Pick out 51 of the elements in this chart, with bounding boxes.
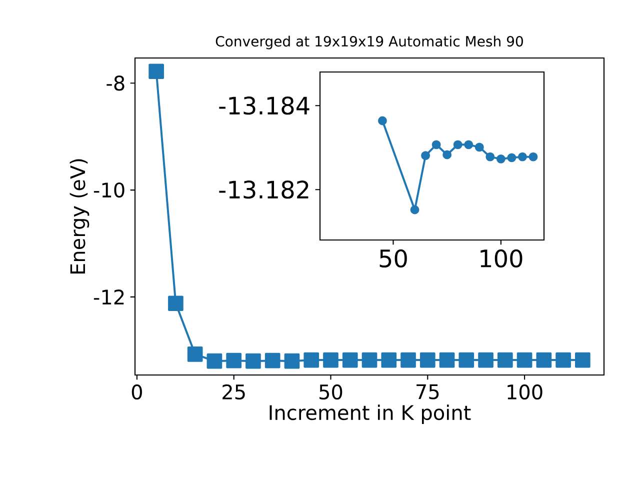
y-tick-label: -8 [106,76,124,91]
point [342,352,358,368]
y-tick-label: -13.184 [219,96,310,115]
point [575,352,590,368]
point [206,353,222,369]
point [439,352,455,368]
point [187,346,203,362]
point [464,140,474,150]
point [474,142,484,152]
point [226,352,242,368]
point [496,154,506,164]
point [536,352,552,368]
point [478,352,494,368]
x-tick-label: 0 [132,384,142,400]
point [323,352,338,368]
point [362,352,378,368]
point [410,205,420,214]
point [148,64,164,80]
x-tick-label: 25 [222,384,245,400]
point [486,152,495,162]
x-tick-label: 50 [380,249,407,268]
y-tick-label: -12 [94,290,124,304]
point [421,151,430,160]
point [304,352,320,368]
point [432,140,441,150]
point [516,352,532,368]
point [518,152,527,162]
point [246,353,261,369]
point [507,153,516,162]
point [453,140,462,150]
point [381,352,397,368]
point [284,353,300,369]
point [556,352,571,368]
point [497,352,513,368]
y-tick-label: -10 [94,182,124,198]
chart-title: Converged at 19x19x19 Automatic Mesh 90 [216,36,523,50]
y-axis-title: Energy (eV) [70,159,90,274]
x-axis-title: Increment in K point [270,404,471,424]
point [264,352,280,368]
y-tick-label: -13.182 [219,180,308,199]
point [420,352,436,368]
x-tick-label: 100 [480,249,522,268]
point [442,150,452,160]
point [458,352,474,368]
x-tick-label: 75 [416,384,439,400]
x-tick-label: 50 [320,384,342,400]
point [528,152,538,162]
point [378,116,387,126]
point [168,296,184,312]
x-tick-label: 100 [508,384,542,400]
point [400,352,416,368]
